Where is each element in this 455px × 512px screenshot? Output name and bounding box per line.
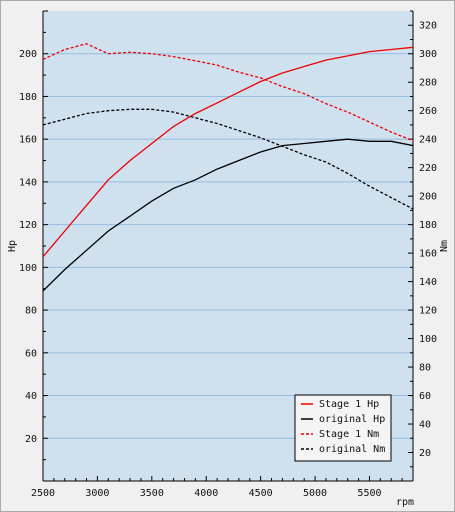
y-tick-label-left: 60 (25, 348, 37, 359)
y-tick-label-right: 60 (419, 391, 431, 402)
series-line-stage-1-nm (43, 43, 413, 142)
y-tick-label-right: 300 (419, 49, 437, 60)
y-tick-label-right: 240 (419, 135, 437, 146)
y-tick-label-left: 20 (25, 434, 37, 445)
y-tick-label-right: 280 (419, 78, 437, 89)
y-tick-label-right: 200 (419, 192, 437, 203)
y-tick-label-left: 40 (25, 391, 37, 402)
x-axis-label: rpm (396, 497, 414, 508)
series-line-stage-1-hp (43, 46, 413, 258)
y-tick-label-right: 20 (419, 448, 431, 459)
x-tick-label: 4500 (249, 488, 273, 499)
y-tick-label-left: 140 (19, 177, 37, 188)
y-axis-label-right: Nm (439, 240, 450, 252)
y-tick-label-right: 40 (419, 420, 431, 431)
x-tick-label: 3000 (85, 488, 109, 499)
x-tick-label: 3500 (140, 488, 164, 499)
y-tick-label-right: 220 (419, 163, 437, 174)
y-tick-label-right: 180 (419, 220, 437, 231)
x-tick-label: 5000 (303, 488, 327, 499)
series-line-original-hp (43, 138, 413, 292)
legend-box (294, 394, 392, 462)
series-line-original-nm (43, 108, 413, 210)
legend-label: original Hp (319, 414, 385, 425)
y-tick-label-right: 100 (419, 334, 437, 345)
y-tick-label-right: 140 (419, 277, 437, 288)
legend-label: Stage 1 Hp (319, 399, 379, 410)
y-tick-label-left: 180 (19, 92, 37, 103)
y-tick-label-right: 260 (419, 106, 437, 117)
y-tick-label-left: 160 (19, 135, 37, 146)
legend-label: original Nm (319, 444, 385, 455)
y-tick-label-right: 120 (419, 306, 437, 317)
y-tick-label-left: 80 (25, 306, 37, 317)
x-tick-label: 5500 (357, 488, 381, 499)
y-tick-label-left: 120 (19, 220, 37, 231)
y-axis-label-left: Hp (7, 240, 18, 252)
y-tick-label-right: 80 (419, 363, 431, 374)
x-tick-label: 4000 (194, 488, 218, 499)
y-tick-label-right: 320 (419, 21, 437, 32)
x-tick-label: 2500 (31, 488, 55, 499)
y-tick-label-left: 100 (19, 263, 37, 274)
y-tick-label-left: 200 (19, 49, 37, 60)
legend-label: Stage 1 Nm (319, 429, 379, 440)
y-tick-label-right: 160 (419, 249, 437, 260)
